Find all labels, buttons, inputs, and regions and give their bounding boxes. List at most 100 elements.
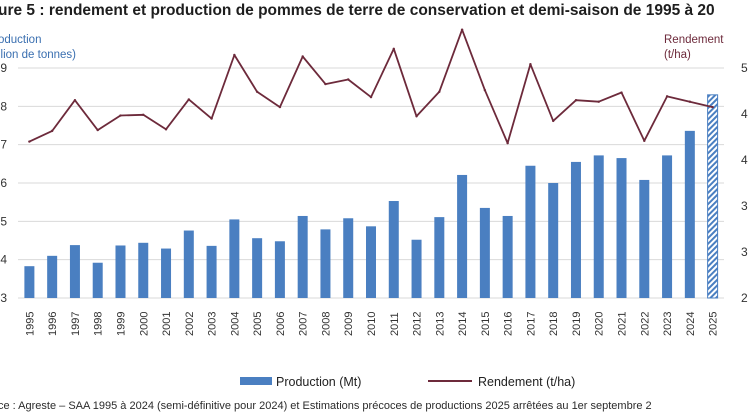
right-axis-title-line2: (t/ha) [664, 49, 691, 61]
x-tick-2000: 2000 [138, 312, 150, 336]
bar-2015 [479, 207, 490, 298]
legend: Production (Mt) Rendement (t/ha) [240, 375, 575, 389]
yield-line [29, 28, 713, 145]
right-y-tick: 3 [741, 245, 748, 259]
right-y-tick: 4 [741, 107, 748, 121]
x-tick-2021: 2021 [617, 312, 629, 336]
yield-point-2025 [711, 105, 714, 109]
legend-label-production: Production (Mt) [276, 375, 361, 389]
left-y-tick: 3 [0, 291, 7, 305]
bar-2004 [229, 219, 240, 298]
production-bars [24, 94, 719, 299]
chart-title: ure 5 : rendement et production de pomme… [0, 2, 715, 19]
x-tick-2007: 2007 [298, 312, 310, 336]
yield-point-2013 [438, 90, 441, 93]
x-tick-2001: 2001 [161, 312, 173, 336]
bar-2019 [570, 161, 581, 298]
yield-point-1996 [50, 129, 54, 133]
yield-point-2006 [278, 105, 282, 109]
yield-point-2011 [392, 47, 395, 51]
x-tick-2002: 2002 [184, 312, 196, 336]
bar-2003 [206, 245, 217, 298]
left-axis-title-line2: llion de tonnes) [0, 49, 76, 61]
x-tick-2008: 2008 [320, 312, 332, 336]
bar-1999 [115, 245, 126, 298]
x-tick-1997: 1997 [70, 312, 82, 336]
left-y-tick: 4 [0, 253, 7, 267]
x-tick-1995: 1995 [24, 312, 36, 336]
x-tick-1998: 1998 [93, 312, 105, 336]
bar-1997 [69, 245, 80, 298]
left-axis-title: oduction llion de tonnes) [0, 33, 76, 63]
x-tick-labels: 1995 1996 1997 1998 1999 2000 2001 2002 2003 2004… [24, 312, 719, 336]
bar-2020 [593, 155, 604, 298]
x-tick-2019: 2019 [571, 312, 583, 336]
bar-2023 [662, 155, 673, 298]
bar-2001 [161, 248, 172, 298]
yield-point-2022 [643, 139, 646, 143]
yield-point-2007 [301, 55, 304, 58]
bar-2007 [297, 215, 308, 298]
bar-2017 [525, 165, 536, 298]
x-tick-2005: 2005 [252, 312, 264, 336]
x-tick-2016: 2016 [503, 312, 515, 336]
x-tick-2012: 2012 [412, 312, 424, 336]
x-tick-2011: 2011 [389, 312, 401, 336]
yield-point-2014 [460, 28, 464, 31]
x-tick-2004: 2004 [229, 312, 241, 336]
bar-2022 [639, 179, 650, 298]
source-note: ce : Agreste – SAA 1995 à 2024 (semi-déf… [0, 400, 652, 412]
x-tick-1999: 1999 [115, 312, 127, 336]
yield-point-2019 [574, 99, 578, 102]
legend-swatch-production [240, 377, 272, 385]
left-y-tick: 9 [0, 61, 7, 75]
yield-line-group [28, 28, 714, 145]
yield-point-2015 [483, 89, 487, 92]
x-tick-2024: 2024 [685, 312, 697, 336]
bar-2005 [252, 238, 263, 298]
bar-1998 [92, 262, 103, 298]
bar-2002 [183, 230, 194, 298]
yield-point-2023 [665, 95, 669, 98]
bar-2010 [366, 226, 376, 298]
bar-2012 [411, 239, 422, 298]
left-y-tick: 7 [0, 138, 7, 152]
yield-point-2000 [142, 113, 145, 116]
yield-point-2021 [620, 91, 623, 94]
bar-2006 [274, 241, 285, 298]
x-tick-2013: 2013 [434, 312, 446, 336]
right-axis-title-line1: Rendement [664, 34, 724, 46]
left-y-tick-labels: 3 4 5 6 7 8 9 [0, 61, 7, 305]
yield-point-2010 [369, 95, 373, 99]
yield-point-2001 [164, 128, 168, 131]
x-tick-2022: 2022 [639, 312, 651, 336]
bar-2016 [502, 215, 513, 298]
yield-point-2004 [233, 53, 236, 57]
bar-2000 [138, 242, 149, 298]
yield-point-2018 [551, 119, 555, 123]
yield-point-2012 [415, 115, 418, 118]
yield-point-2002 [187, 98, 191, 101]
bar-1996 [47, 255, 58, 298]
yield-point-2016 [506, 141, 509, 145]
x-tick-2014: 2014 [457, 312, 469, 336]
yield-point-2017 [529, 62, 532, 66]
x-tick-2010: 2010 [366, 312, 378, 336]
x-tick-2020: 2020 [594, 312, 606, 336]
right-y-tick: 2 [741, 291, 748, 305]
x-tick-1996: 1996 [47, 312, 59, 336]
bar-2024 [684, 130, 695, 298]
x-tick-2003: 2003 [207, 312, 219, 336]
x-tick-2025: 2025 [708, 312, 720, 336]
bar-2025 [707, 94, 719, 299]
legend-label-yield: Rendement (t/ha) [478, 375, 575, 389]
x-tick-2009: 2009 [343, 312, 355, 336]
bar-2014 [457, 174, 468, 298]
right-y-tick: 4 [741, 153, 748, 167]
bar-2021 [616, 158, 627, 298]
bar-1995 [24, 266, 35, 298]
x-tick-2015: 2015 [480, 312, 492, 336]
right-y-tick-labels: 2 3 3 4 4 5 [741, 61, 748, 305]
x-tick-2006: 2006 [275, 312, 287, 336]
